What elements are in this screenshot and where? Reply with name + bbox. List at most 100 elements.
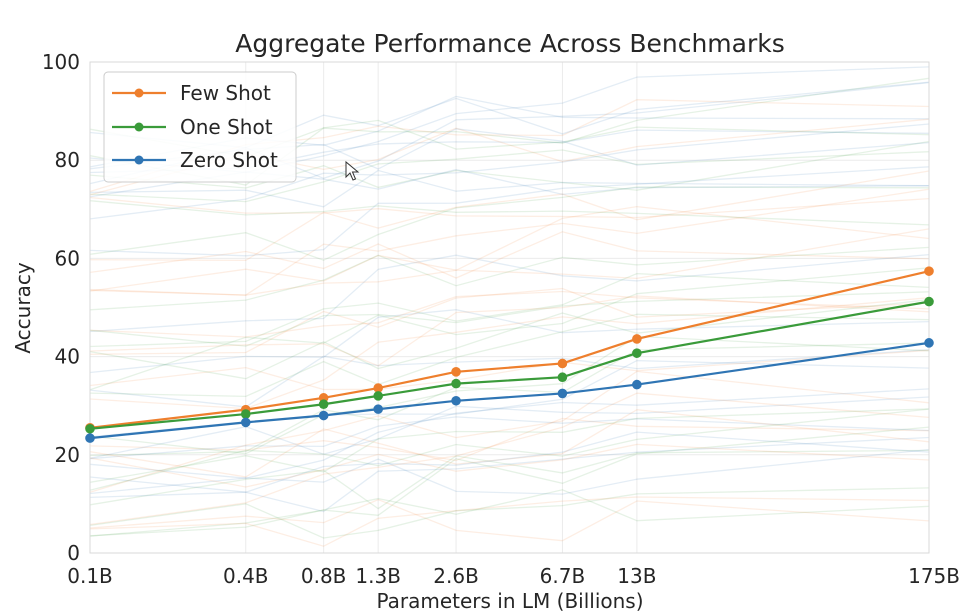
legend-label-zero-shot: Zero Shot <box>180 148 278 172</box>
background-task-line <box>89 200 930 226</box>
background-task-line <box>89 417 930 462</box>
background-task-line <box>89 166 930 257</box>
background-task-line <box>89 449 930 510</box>
x-tick-label: 0.8B <box>301 564 347 588</box>
data-point-zero-shot <box>318 410 329 421</box>
background-task-line <box>89 496 930 547</box>
background-task-line <box>89 253 930 333</box>
data-point-one-shot <box>318 399 329 410</box>
legend-box <box>103 71 297 183</box>
y-tick-label: 100 <box>42 50 80 74</box>
data-point-zero-shot <box>85 433 95 443</box>
background-task-line <box>89 170 930 262</box>
background-task-line <box>89 370 930 493</box>
background-task-line <box>89 297 930 410</box>
background-task-line <box>89 489 930 537</box>
background-task-line <box>89 349 930 408</box>
background-task-line <box>89 205 930 296</box>
background-task-line <box>89 426 930 537</box>
background-task-line <box>89 388 930 479</box>
background-task-line <box>89 392 930 526</box>
background-task-line <box>89 298 930 380</box>
y-axis-label: Accuracy <box>11 262 35 353</box>
background-task-line <box>89 436 930 513</box>
background-task-line <box>89 335 930 455</box>
background-task-line <box>89 169 930 208</box>
background-task-line <box>89 416 930 460</box>
data-point-one-shot <box>240 409 251 419</box>
series-layer <box>85 266 934 443</box>
background-task-line <box>89 196 930 219</box>
background-task-line <box>89 123 930 220</box>
data-point-one-shot <box>373 391 383 401</box>
x-tick-labels: 0.1B 0.4B 0.8B 1.3B 2.6B 6.7B 13B 175B <box>67 564 960 588</box>
series-line-one-shot <box>89 300 930 430</box>
data-point-few-shot <box>632 334 642 344</box>
background-task-line <box>89 313 930 398</box>
x-tick-label: 6.7B <box>540 564 586 588</box>
background-task-line <box>89 149 930 203</box>
background-task-line <box>89 431 930 499</box>
legend-item-few-shot: Few Shot <box>112 81 271 105</box>
background-task-line <box>89 443 930 488</box>
data-point-one-shot <box>632 348 642 358</box>
y-tick-label: 20 <box>55 443 80 467</box>
series-line-few-shot <box>89 270 930 429</box>
background-task-line <box>89 231 930 279</box>
data-point-few-shot <box>373 383 383 393</box>
mouse-pointer-icon <box>345 160 360 181</box>
background-task-line <box>89 246 930 311</box>
data-point-few-shot <box>924 266 934 276</box>
y-tick-label: 60 <box>55 246 80 270</box>
background-task-line <box>89 498 930 542</box>
legend: Few Shot One Shot Zero Shot <box>103 71 297 183</box>
data-point-one-shot <box>557 372 568 383</box>
background-task-line <box>89 290 930 338</box>
data-point-zero-shot <box>373 404 383 414</box>
background-task-line <box>89 487 930 539</box>
series-line-zero-shot <box>89 341 930 440</box>
data-point-zero-shot <box>240 417 251 428</box>
background-task-line <box>89 408 930 483</box>
x-tick-label: 175B <box>908 564 960 588</box>
x-tick-label: 0.1B <box>67 564 113 588</box>
background-task-line <box>89 287 930 355</box>
y-tick-labels: 0 20 40 60 80 100 <box>42 50 80 565</box>
data-point-zero-shot <box>924 338 934 348</box>
legend-item-one-shot: One Shot <box>112 115 273 139</box>
data-point-one-shot <box>924 296 934 307</box>
background-task-line <box>89 140 930 191</box>
legend-marker-zero-shot <box>134 155 144 165</box>
x-tick-label: 0.4B <box>223 564 269 588</box>
data-point-one-shot <box>451 378 461 389</box>
background-task-line <box>89 408 930 491</box>
background-task-line <box>89 186 930 261</box>
y-tick-label: 80 <box>55 148 80 172</box>
legend-item-zero-shot: Zero Shot <box>112 148 278 172</box>
background-task-line <box>89 409 930 478</box>
background-task-line <box>89 272 930 348</box>
background-task-lines <box>89 66 930 547</box>
legend-marker-few-shot <box>134 88 144 98</box>
chart-title: Aggregate Performance Across Benchmarks <box>235 29 785 58</box>
data-point-zero-shot <box>632 379 642 390</box>
data-point-one-shot <box>85 423 95 434</box>
x-tick-label: 13B <box>617 564 656 588</box>
data-point-few-shot <box>557 358 568 369</box>
background-task-line <box>89 267 930 391</box>
background-task-line <box>89 309 930 374</box>
legend-label-one-shot: One Shot <box>180 115 273 139</box>
x-axis-label: Parameters in LM (Billions) <box>376 589 643 612</box>
background-task-line <box>89 291 930 347</box>
background-task-line <box>89 396 930 459</box>
x-tick-label: 2.6B <box>433 564 479 588</box>
y-tick-label: 40 <box>55 345 80 369</box>
background-task-line <box>89 188 930 296</box>
plot-frame <box>89 61 930 554</box>
legend-label-few-shot: Few Shot <box>180 81 271 105</box>
data-point-zero-shot <box>557 388 568 399</box>
background-task-line <box>89 448 930 495</box>
background-task-line <box>89 349 930 391</box>
x-tick-label: 1.3B <box>355 564 401 588</box>
